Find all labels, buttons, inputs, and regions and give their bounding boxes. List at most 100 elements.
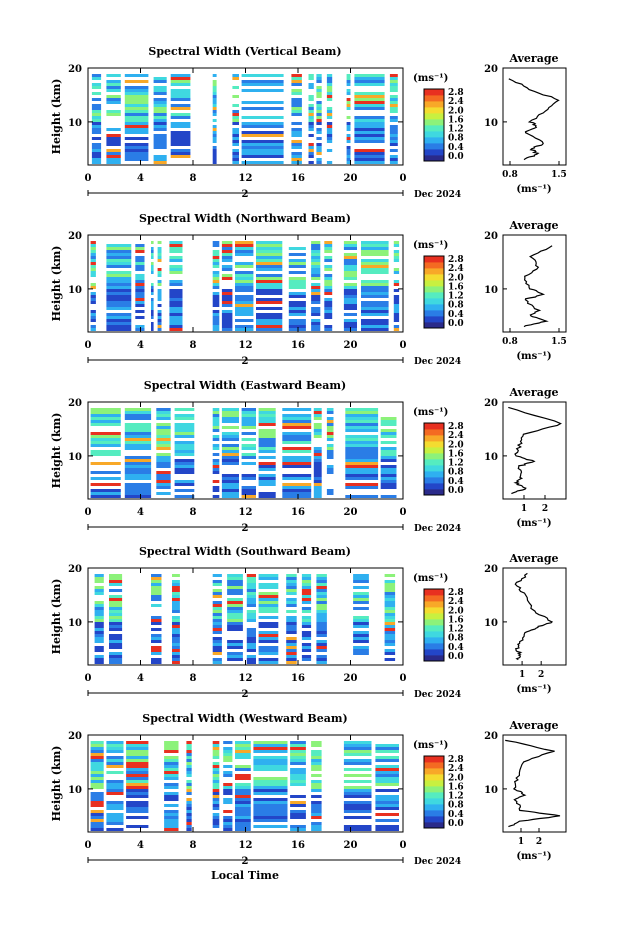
heatmap-cell: [94, 658, 104, 661]
heatmap-cell: [326, 80, 333, 83]
heatmap-cell: [91, 116, 102, 119]
heatmap-cell: [258, 423, 276, 426]
heatmap-cell: [354, 107, 385, 110]
heatmap-cell: [157, 253, 162, 256]
heatmap-cell: [157, 298, 162, 301]
heatmap-cell: [172, 601, 180, 604]
heatmap-cell: [235, 747, 251, 750]
heatmap-cell: [135, 277, 145, 280]
heatmap-cell: [221, 489, 239, 492]
heatmap-cell: [232, 134, 239, 137]
heatmap-cell: [354, 155, 385, 158]
heatmap-cell: [308, 155, 314, 158]
heatmap-cell: [345, 444, 379, 447]
heatmap-cell: [94, 646, 104, 649]
colorbar-swatch: [424, 477, 444, 484]
heatmap-cell: [221, 298, 233, 301]
heatmap-cell: [94, 604, 104, 607]
heatmap-cell: [282, 495, 312, 498]
heatmap-cell: [301, 592, 312, 595]
heatmap-cell: [90, 759, 104, 762]
heatmap-cell: [313, 429, 322, 432]
heatmap-cell: [212, 816, 220, 819]
heatmap-cell: [94, 616, 104, 619]
data-column-7: [258, 408, 276, 498]
data-column-12: [380, 417, 397, 498]
heatmap-cell: [232, 131, 239, 134]
heatmap-cell: [109, 616, 123, 619]
colorbar-label: 0.8: [448, 801, 464, 811]
heatmap-cell: [151, 292, 154, 295]
heatmap-cell: [169, 298, 183, 301]
heatmap-cell: [258, 646, 279, 649]
heatmap-cell: [135, 250, 145, 253]
heatmap-cell: [311, 328, 321, 331]
colorbar-label: 1.2: [448, 625, 464, 635]
heatmap-cell: [311, 813, 322, 816]
heatmap-cell: [106, 807, 124, 810]
heatmap-cell: [106, 140, 121, 143]
heatmap-cell: [227, 604, 243, 607]
heatmap-cell: [286, 646, 297, 649]
heatmap-cell: [90, 495, 121, 498]
heatmap-cell: [186, 780, 192, 783]
heatmap-cell: [324, 307, 333, 310]
heatmap-cell: [186, 741, 192, 744]
heatmap-cell: [164, 816, 179, 819]
heatmap-cell: [235, 744, 251, 747]
heatmap-cell: [361, 292, 389, 295]
heatmap-cell: [94, 625, 104, 628]
heatmap-cell: [164, 771, 179, 774]
heatmap-cell: [153, 161, 167, 164]
heatmap-cell: [212, 310, 220, 313]
heatmap-cell: [126, 762, 149, 765]
heatmap-cell: [241, 131, 284, 134]
heatmap-cell: [253, 759, 288, 762]
heatmap-cell: [311, 292, 321, 295]
colorbar-label: 0.8: [448, 634, 464, 644]
heatmap-cell: [290, 777, 306, 780]
heatmap-cell: [345, 450, 379, 453]
heatmap-cell: [343, 762, 372, 765]
heatmap-cell: [375, 750, 399, 753]
heatmap-cell: [345, 471, 379, 474]
heatmap-cell: [258, 474, 276, 477]
heatmap-cell: [212, 128, 217, 131]
heatmap-cell: [301, 595, 312, 598]
heatmap-cell: [109, 580, 123, 583]
heatmap-cell: [343, 304, 357, 307]
heatmap-cell: [291, 89, 302, 92]
heatmap-cell: [354, 104, 385, 107]
heatmap-cell: [169, 289, 183, 292]
colorbar-swatch: [424, 768, 444, 775]
heatmap-cell: [151, 622, 162, 625]
heatmap-cell: [326, 420, 334, 423]
heatmap-cell: [253, 807, 288, 810]
heatmap-cell: [375, 804, 399, 807]
heatmap-cell: [316, 74, 322, 77]
heatmap-cell: [241, 477, 256, 480]
x-tick-label: 0: [85, 673, 92, 684]
heatmap-cell: [124, 74, 149, 77]
heatmap-cell: [212, 789, 220, 792]
heatmap-cell: [316, 158, 322, 161]
heatmap-cell: [286, 577, 297, 580]
heatmap-cell: [375, 825, 399, 828]
average-profile: [514, 572, 554, 661]
heatmap-cell: [380, 471, 397, 474]
heatmap-cell: [235, 298, 254, 301]
colorbar-swatch: [424, 441, 444, 448]
heatmap-cell: [169, 316, 183, 319]
colorbar-label: 2.0: [448, 773, 464, 783]
heatmap-cell: [288, 328, 306, 331]
heatmap-cell: [156, 492, 171, 495]
heatmap-cell: [316, 92, 322, 95]
heatmap-cell: [343, 786, 372, 789]
heatmap-cell: [135, 283, 145, 286]
heatmap-cell: [235, 244, 254, 247]
heatmap-cell: [313, 495, 322, 498]
heatmap-cell: [172, 589, 180, 592]
heatmap-cell: [212, 592, 222, 595]
heatmap-cell: [343, 298, 357, 301]
heatmap-cell: [346, 74, 351, 77]
